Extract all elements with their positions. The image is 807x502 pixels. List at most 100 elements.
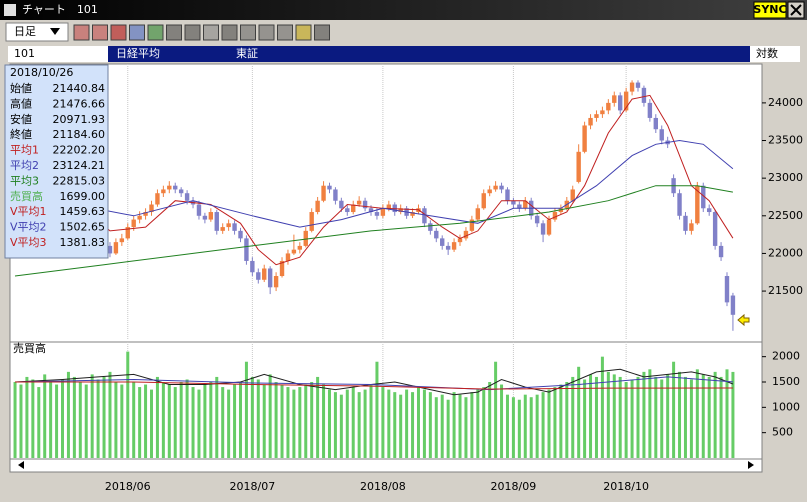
volume-bar xyxy=(606,371,610,458)
candle-body xyxy=(570,189,575,201)
volume-bar xyxy=(310,382,314,458)
y-tick-label: 500 xyxy=(772,426,793,439)
candle-body xyxy=(113,242,119,254)
sync-button[interactable] xyxy=(753,1,787,19)
volume-bar xyxy=(648,369,652,458)
candle-body xyxy=(380,208,386,216)
volume-bar xyxy=(37,387,41,458)
volume-bar xyxy=(72,376,76,458)
candle-body xyxy=(582,125,587,152)
volume-bar xyxy=(316,376,320,458)
volume-bar xyxy=(594,376,598,458)
toolbar-icon[interactable] xyxy=(110,24,127,41)
candle-body xyxy=(469,219,475,231)
candle-body xyxy=(356,200,362,205)
candle-body xyxy=(267,268,273,288)
y-tick-label: 2000 xyxy=(772,350,800,363)
volume-bar xyxy=(357,392,361,458)
volume-bar xyxy=(203,384,207,458)
volume-bar xyxy=(227,389,231,458)
scrollbar[interactable] xyxy=(9,458,763,473)
info-value: 23124.21 xyxy=(53,159,106,172)
candle-body xyxy=(546,219,552,235)
toolbar-icon[interactable] xyxy=(240,24,256,41)
candle-body xyxy=(629,82,635,92)
candle-body xyxy=(119,238,125,243)
volume-bar xyxy=(511,397,515,458)
toolbar-icon[interactable] xyxy=(73,24,90,41)
candle-body xyxy=(214,212,219,231)
volume-bar xyxy=(78,382,82,458)
volume-bar xyxy=(654,376,658,458)
volume-bar xyxy=(345,389,349,458)
toolbar-icon[interactable] xyxy=(129,24,145,41)
info-value: 1381.83 xyxy=(60,236,106,249)
candle-body xyxy=(647,102,653,118)
candle-body xyxy=(398,208,403,213)
volume-bar xyxy=(262,384,266,458)
candle-body xyxy=(706,208,712,213)
info-box xyxy=(4,64,109,259)
volume-bar xyxy=(55,384,59,458)
volume-bar xyxy=(209,382,213,458)
candle-body xyxy=(250,260,255,273)
volume-bar xyxy=(369,384,373,458)
candle-body xyxy=(606,102,611,111)
last-price-arrow xyxy=(737,313,750,327)
toolbar-icon[interactable] xyxy=(203,24,219,41)
candle-body xyxy=(422,208,427,224)
candle-body xyxy=(428,223,433,231)
candle-body xyxy=(309,212,314,231)
candle-body xyxy=(481,193,486,209)
toolbar-icon[interactable] xyxy=(314,24,330,41)
candle-body xyxy=(659,129,664,141)
info-value: 21184.60 xyxy=(53,128,106,141)
candle-body xyxy=(262,268,267,280)
volume-bar xyxy=(683,376,687,458)
toolbar-icon[interactable] xyxy=(277,24,293,41)
volume-bar xyxy=(393,392,397,458)
volume-bar xyxy=(571,376,575,458)
volume-bar xyxy=(120,384,124,458)
candle-body xyxy=(362,200,368,209)
toolbar-icon[interactable] xyxy=(147,24,164,41)
candle-body xyxy=(107,245,113,254)
candle-body xyxy=(220,227,225,231)
candle-body xyxy=(618,95,623,111)
volume-bar xyxy=(494,361,498,458)
toolbar-icon[interactable] xyxy=(92,24,108,41)
volume-bar xyxy=(446,399,450,458)
volume-bar xyxy=(547,389,551,458)
volume-bar xyxy=(452,392,456,458)
volume-bar xyxy=(505,394,509,458)
candle-body xyxy=(635,82,641,88)
volume-bar xyxy=(304,384,308,458)
code-box xyxy=(8,46,108,62)
info-value: 1699.00 xyxy=(60,190,106,203)
volume-bar xyxy=(577,366,581,458)
volume-bar xyxy=(399,394,403,458)
candle-body xyxy=(475,208,481,220)
candle-body xyxy=(463,230,469,239)
toolbar-icon[interactable] xyxy=(166,24,182,41)
candle-body xyxy=(321,185,326,201)
scale-box[interactable] xyxy=(750,46,800,62)
candle-body xyxy=(143,212,148,216)
candle-body xyxy=(718,245,724,258)
toolbar-icon[interactable] xyxy=(295,24,312,41)
volume-bar xyxy=(256,379,260,458)
volume-bar xyxy=(642,371,646,458)
volume-bar xyxy=(559,384,563,458)
volume-bar xyxy=(464,397,468,458)
candle-body xyxy=(155,193,160,205)
y-tick-label: 22500 xyxy=(768,209,803,222)
toolbar-icon[interactable] xyxy=(221,24,238,41)
toolbar-icon[interactable] xyxy=(184,24,201,41)
period-select[interactable] xyxy=(5,22,69,42)
period-label: 日足 xyxy=(14,25,36,38)
candle-body xyxy=(279,260,285,277)
toolbar-icon[interactable] xyxy=(258,24,275,41)
volume-bar xyxy=(298,387,302,458)
y-tick-label: 1500 xyxy=(772,375,800,388)
info-label: 平均3 xyxy=(10,174,39,187)
